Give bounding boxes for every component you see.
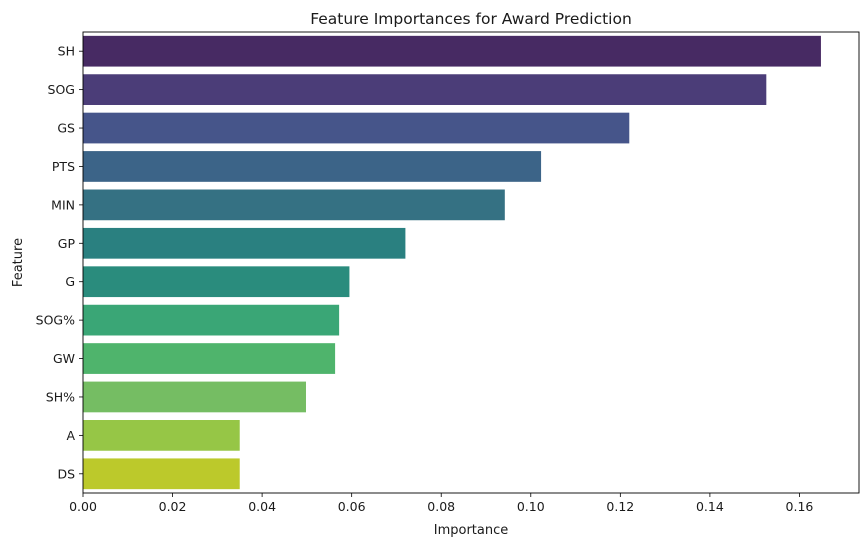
bar-sog xyxy=(83,74,767,105)
x-tick-label: 0.02 xyxy=(159,499,187,514)
x-tick-label: 0.10 xyxy=(517,499,545,514)
bar-sh-pct xyxy=(83,381,306,413)
x-tick-label: 0.04 xyxy=(248,499,276,514)
y-tick-label: G xyxy=(65,274,75,289)
bar-gp xyxy=(83,227,406,259)
bar-sog-pct xyxy=(83,304,340,336)
chart-title: Feature Importances for Award Prediction xyxy=(310,10,632,28)
y-tick-label: GW xyxy=(53,351,75,366)
bar-min xyxy=(83,189,505,221)
x-tick-label: 0.00 xyxy=(69,499,97,514)
x-tick-label: 0.16 xyxy=(786,499,814,514)
x-axis-title: Importance xyxy=(434,523,509,538)
x-tick-label: 0.06 xyxy=(338,499,366,514)
x-tick-label: 0.08 xyxy=(427,499,455,514)
bar-sh xyxy=(83,35,821,67)
y-tick-label: GS xyxy=(57,121,75,136)
bar-g xyxy=(83,266,350,298)
y-tick-label: GP xyxy=(58,236,76,251)
y-tick-label: PTS xyxy=(52,159,75,174)
bar-a xyxy=(83,420,240,451)
y-tick-label: A xyxy=(66,428,75,443)
x-tick-label: 0.12 xyxy=(606,499,634,514)
plot-frame xyxy=(82,31,860,494)
x-tick-label: 0.14 xyxy=(696,499,724,514)
bar-ds xyxy=(83,458,240,490)
y-tick-label: MIN xyxy=(51,197,75,212)
y-tick-label: SH% xyxy=(46,389,75,404)
y-axis-title: Feature xyxy=(11,238,26,287)
y-tick-label: SOG% xyxy=(36,313,75,328)
y-tick-label: SOG xyxy=(48,82,75,97)
y-axis: SH SOG GS PTS MIN GP G SOG% GW SH% A DS xyxy=(36,44,83,481)
bar-pts xyxy=(83,151,542,182)
y-tick-label: SH xyxy=(58,44,75,59)
y-tick-label: DS xyxy=(57,466,75,481)
x-axis: 0.00 0.02 0.04 0.06 0.08 0.10 0.12 0.14 0.16 xyxy=(69,493,813,514)
bar-gs xyxy=(83,112,630,144)
bar-gw xyxy=(83,343,336,374)
bars-group xyxy=(83,35,821,490)
